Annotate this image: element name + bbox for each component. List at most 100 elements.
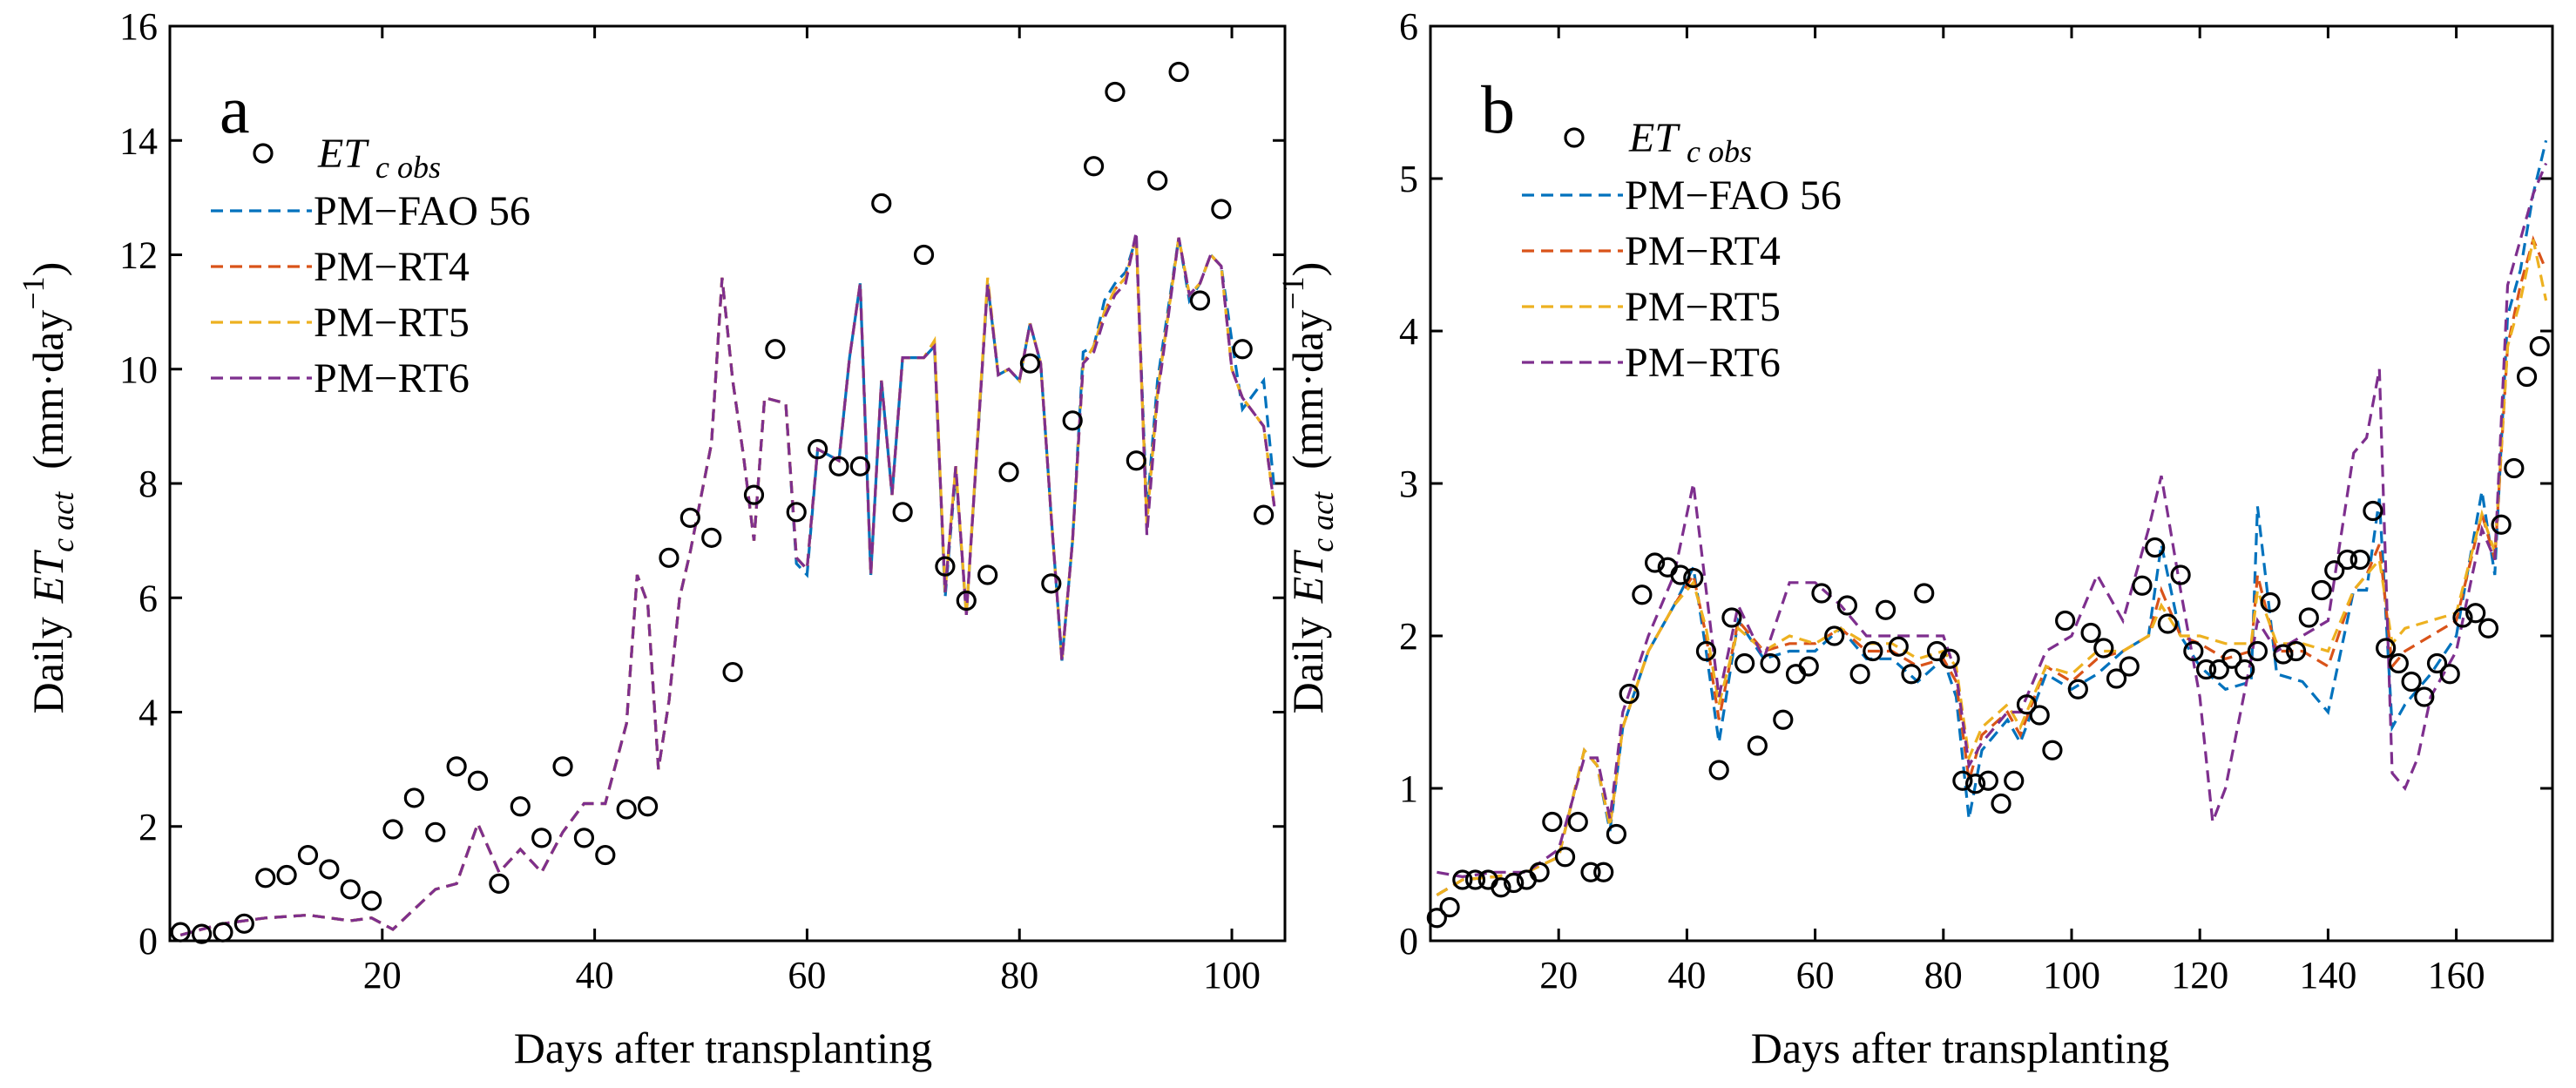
panel-b-observed-point	[2029, 705, 2050, 726]
panel-a-y-tick-label: 4	[139, 692, 158, 734]
panel-a-observed-point	[319, 859, 340, 880]
panel-a-x-tick-label: 40	[576, 954, 614, 997]
panel-a-observed-point	[871, 193, 892, 214]
panel-a-observed-point	[1062, 410, 1083, 431]
panel-a-legend-label-1: PM−FAO 56	[314, 188, 531, 234]
panel-a-observed-point	[403, 787, 424, 808]
panel-a-observed-point	[1254, 504, 1274, 525]
panel-b-observed-point	[1939, 648, 1960, 669]
panel-b-observed-point	[2388, 652, 2409, 674]
panel-b-observed-point	[1952, 770, 1973, 791]
panel-b-x-tick-label: 40	[1667, 954, 1706, 997]
panel-b-observed-point	[2106, 668, 2127, 689]
panel-b-observed-point	[1695, 640, 1717, 662]
panel-b-observed-point	[1811, 583, 1832, 604]
panel-b-series-pm-fao56	[1436, 139, 2548, 896]
panel-b-x-tick-label: 120	[2171, 954, 2228, 997]
panel-b-legend-obs-label: ET c obs	[1628, 115, 1752, 169]
panel-b-y-tick-label: 3	[1399, 463, 1418, 505]
panel-a-observed-point	[297, 844, 319, 866]
panel-b-observed-point	[1965, 774, 1986, 794]
panel-a-legend-obs-marker	[253, 143, 274, 164]
panel-b-observed-point	[1991, 793, 2011, 814]
panel-b-observed-point	[1529, 862, 1550, 882]
panel-a-observed-point	[213, 922, 233, 943]
panel-b-observed-point	[2132, 575, 2153, 596]
panel-a-y-tick-label: 16	[119, 5, 158, 48]
panel-a-observed-point	[425, 821, 446, 842]
panel-b-observed-point	[1747, 735, 1768, 756]
panel-a-observed-point	[892, 502, 913, 523]
panel-b-y-tick-label: 6	[1399, 5, 1418, 48]
panel-a-y-tick-label: 12	[119, 234, 158, 277]
panel-a-observed-point	[1211, 199, 1232, 220]
panel-b-observed-point	[1670, 564, 1691, 585]
panel-b-observed-point	[1721, 607, 1742, 628]
panel-b-x-tick-label: 60	[1796, 954, 1835, 997]
panel-b-observed-point	[1798, 656, 1819, 677]
panel-a-observed-point	[616, 799, 637, 820]
panel-b-observed-point	[2004, 770, 2025, 791]
panel-b-series-pm-rt5	[1436, 239, 2548, 896]
panel-a-observed-point	[1232, 339, 1253, 360]
panel-a-observed-point	[382, 819, 403, 840]
panel-b-observed-point	[1863, 640, 1883, 662]
panel-b-observed-point	[2426, 652, 2448, 674]
panel-b-observed-point	[2529, 335, 2550, 357]
panel-a-chart: DailyETc act(mm·day−1) Days after transp…	[16, 5, 1287, 1072]
panel-b-legend-label-1: PM−FAO 56	[1625, 172, 1842, 219]
panel-b-observed-point	[2093, 638, 2114, 659]
panel-a-legend-label-3: PM−RT5	[314, 300, 470, 346]
panel-b-observed-point	[2157, 613, 2178, 634]
panel-b-legend-label-3: PM−RT5	[1625, 284, 1781, 330]
panel-a-legend-label-2: PM−RT4	[314, 244, 470, 290]
panel-a-observed-point	[701, 527, 722, 548]
panel-b-observed-point	[1542, 811, 1563, 833]
panel-b-observed-point	[2401, 671, 2422, 693]
panel-b-observed-point	[1567, 811, 1588, 833]
panel-b-observed-point	[1914, 583, 1935, 604]
panel-a-x-axis-label: Days after transplanting	[514, 1024, 932, 1072]
panel-b-observed-point	[2273, 644, 2294, 665]
panel-a-legend-label-4: PM−RT6	[314, 355, 470, 402]
panel-b-observed-point	[1632, 585, 1653, 605]
panel-a-y-tick-label: 14	[119, 119, 158, 162]
panel-b-observed-point	[1708, 760, 1729, 781]
panel-b-letter: b	[1481, 71, 1515, 147]
panel-a-observed-point	[1041, 573, 1062, 594]
panel-b-observed-point	[1824, 625, 1845, 646]
panel-b-observed-point	[2055, 610, 2076, 632]
panel-b-y-tick-label: 1	[1399, 767, 1418, 810]
panel-b-observed-point	[1606, 823, 1627, 845]
panel-b-x-axis-label: Days after transplanting	[1751, 1024, 2169, 1072]
panel-a-observed-point	[362, 890, 382, 911]
panel-b-observed-point	[2478, 618, 2498, 639]
panel-a-observed-point	[679, 507, 700, 528]
panel-a-observed-point	[276, 864, 297, 886]
panel-b-y-tick-label: 2	[1399, 615, 1418, 658]
panel-b-observed-point	[2465, 603, 2486, 624]
panel-b-observed-point	[2504, 457, 2525, 479]
panel-a-x-tick-label: 60	[788, 954, 826, 997]
panel-a-observed-point	[1019, 353, 1041, 374]
panel-a-observed-point	[446, 756, 467, 777]
panel-b-observed-point	[1836, 595, 1857, 616]
panel-a-observed-point	[531, 828, 552, 848]
panel-b-observed-point	[2042, 740, 2063, 760]
panel-b-observed-point	[2016, 694, 2038, 715]
panel-b-observed-point	[1978, 770, 1998, 791]
panel-b-x-tick-label: 20	[1539, 954, 1578, 997]
panel-a-observed-point	[765, 339, 786, 360]
panel-b-observed-point	[1593, 862, 1614, 882]
panel-b-y-tick-label: 4	[1399, 310, 1418, 353]
panel-b-y-tick-label: 5	[1399, 158, 1418, 200]
panel-a-y-tick-label: 2	[139, 806, 158, 848]
panel-b-observed-point	[1773, 709, 1794, 730]
panel-b-series-pm-rt6	[1437, 162, 2548, 879]
panel-b-observed-point	[1785, 664, 1807, 685]
panel-b-observed-point	[2298, 607, 2319, 628]
panel-b-observed-point	[2491, 514, 2512, 535]
panel-a-observed-point	[552, 756, 573, 777]
